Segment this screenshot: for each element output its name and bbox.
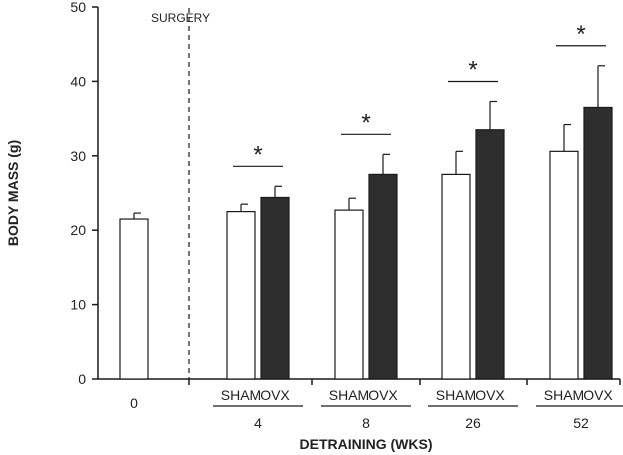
surgery-label: SURGERY (151, 11, 210, 25)
bar-ovx (368, 173, 398, 380)
bar-ovx (583, 106, 613, 380)
x-tick-label: 8 (362, 415, 370, 431)
bar-ovx (475, 129, 505, 380)
y-tick-label: 20 (70, 222, 86, 238)
bars (119, 65, 613, 380)
bar-baseline (119, 218, 149, 380)
bar-sham (334, 209, 364, 380)
y-tick-label: 0 (78, 371, 86, 387)
bar-sham (549, 150, 579, 380)
axes (92, 6, 623, 407)
significance-star: * (576, 21, 585, 48)
x-tick-label: 52 (573, 415, 589, 431)
series-label-ovx: OVX (583, 387, 613, 403)
x-tick-label: 4 (254, 415, 262, 431)
series-label-ovx: OVX (368, 387, 398, 403)
x-tick-label: 0 (130, 395, 138, 411)
y-axis-title: BODY MASS (g) (5, 140, 21, 246)
y-tick-label: 50 (70, 0, 86, 15)
y-tick-label: 30 (70, 148, 86, 164)
y-tick-label: 40 (70, 73, 86, 89)
series-label-ovx: OVX (475, 387, 505, 403)
y-tick-label: 10 (70, 297, 86, 313)
significance-star: * (468, 56, 477, 83)
series-label-sham: SHAM (544, 387, 584, 403)
series-label-sham: SHAM (329, 387, 369, 403)
bar-ovx (260, 196, 290, 380)
significance-star: * (253, 141, 262, 168)
series-label-sham: SHAM (436, 387, 476, 403)
significance-star: * (361, 109, 370, 136)
series-label-ovx: OVX (260, 387, 290, 403)
series-label-sham: SHAM (221, 387, 261, 403)
x-tick-label: 26 (465, 415, 481, 431)
bar-sham (441, 173, 471, 380)
x-axis-title: DETRAINING (WKS) (300, 436, 433, 452)
bar-sham (226, 211, 256, 380)
